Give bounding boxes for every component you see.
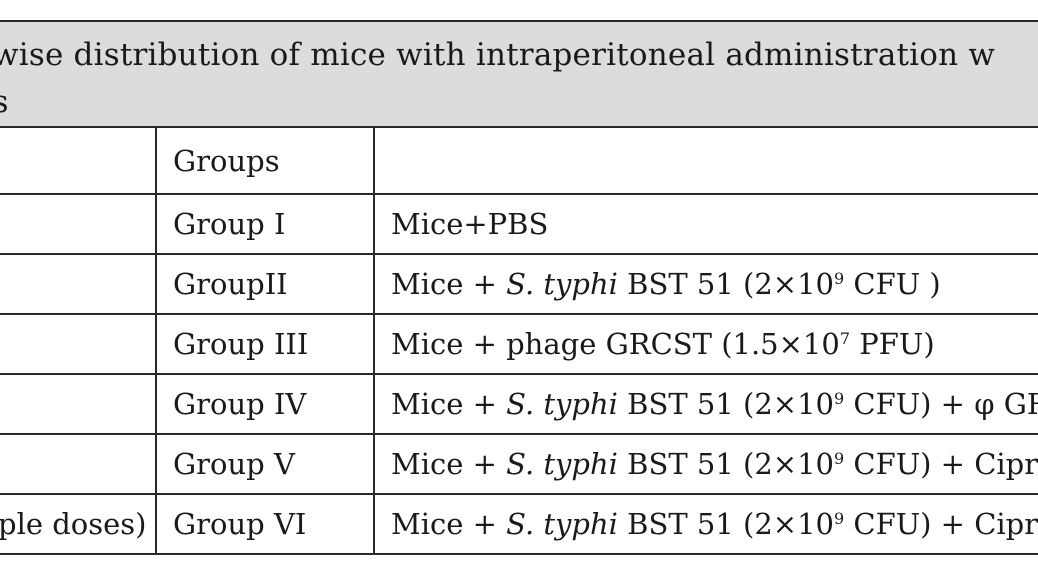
strain-dose: BST 51 (2×10 — [617, 507, 834, 541]
dose-exponent: 7 — [839, 329, 851, 348]
row-col1 — [0, 194, 157, 255]
strain-dose: BST 51 (2×10 — [617, 387, 834, 421]
row-col1 — [0, 374, 157, 435]
species-name: S. typhi — [506, 447, 618, 481]
caption-line-1: wise distribution of mice with intraperi… — [0, 37, 996, 73]
row-treatment: Mice + S. typhi BST 51 (2×109 CFU) + Cip… — [374, 494, 1038, 555]
species-name: S. typhi — [506, 387, 618, 421]
header-cell-1 — [0, 128, 157, 195]
row-treatment: Mice + phage GRCST (1.5×107 PFU) — [374, 314, 1038, 375]
row-col1 — [0, 254, 157, 315]
groups-table: Groups Group I Mice+PBS GroupII Mice + S… — [0, 128, 1038, 555]
treatment-suffix: CFU) + φ GRC — [853, 387, 1038, 421]
treatment-prefix: Mice + — [391, 447, 507, 481]
dose-exponent: 9 — [833, 449, 845, 468]
row-treatment: Mice+PBS — [374, 194, 1038, 255]
row-col1 — [0, 434, 157, 495]
strain-dose: BST 51 (2×10 — [617, 267, 834, 301]
table-row-group-v: Group V Mice + S. typhi BST 51 (2×109 CF… — [0, 434, 1038, 495]
treatment-prefix: Mice + — [391, 387, 507, 421]
top-margin — [0, 0, 1038, 20]
treatment-suffix: PFU) — [850, 327, 935, 361]
row-treatment: Mice + S. typhi BST 51 (2×109 CFU ) — [374, 254, 1038, 315]
row-group: Group V — [156, 434, 375, 495]
row-treatment: Mice + S. typhi BST 51 (2×109 CFU) + Cip… — [374, 434, 1038, 495]
row-col1 — [0, 314, 157, 375]
treatment-prefix: Mice + — [391, 267, 507, 301]
table-row-group-iv: Group IV Mice + S. typhi BST 51 (2×109 C… — [0, 374, 1038, 435]
row-group: Group III — [156, 314, 375, 375]
treatment-text: Mice+PBS — [391, 207, 549, 241]
table-header-row: Groups — [0, 128, 1038, 195]
row-group: GroupII — [156, 254, 375, 315]
dose-exponent: 9 — [833, 389, 845, 408]
row-group: Group I — [156, 194, 375, 255]
dose-exponent: 9 — [833, 509, 845, 528]
table-row-group-iii: Group III Mice + phage GRCST (1.5×107 PF… — [0, 314, 1038, 375]
species-name: S. typhi — [506, 267, 618, 301]
strain-dose: BST 51 (2×10 — [617, 447, 834, 481]
treatment-prefix: Mice + phage GRCST (1.5×10 — [391, 327, 840, 361]
dose-exponent: 9 — [833, 269, 845, 288]
row-group: Group IV — [156, 374, 375, 435]
treatment-suffix: CFU) + Ciprof — [853, 447, 1038, 481]
row-treatment: Mice + S. typhi BST 51 (2×109 CFU) + φ G… — [374, 374, 1038, 435]
table-row-group-i: Group I Mice+PBS — [0, 194, 1038, 255]
table-row-group-ii: GroupII Mice + S. typhi BST 51 (2×109 CF… — [0, 254, 1038, 315]
header-cell-3 — [374, 128, 1038, 195]
species-name: S. typhi — [506, 507, 618, 541]
treatment-prefix: Mice + — [391, 507, 507, 541]
treatment-suffix: CFU) + Ciprof — [853, 507, 1038, 541]
table-row-group-vi: ple doses) Group VI Mice + S. typhi BST … — [0, 494, 1038, 555]
treatment-suffix: CFU ) — [844, 267, 941, 301]
caption-line-2: ts — [0, 84, 9, 120]
row-col1: ple doses) — [0, 494, 157, 555]
table-caption: wise distribution of mice with intraperi… — [0, 20, 1038, 128]
row-group: Group VI — [156, 494, 375, 555]
header-groups: Groups — [156, 128, 375, 195]
